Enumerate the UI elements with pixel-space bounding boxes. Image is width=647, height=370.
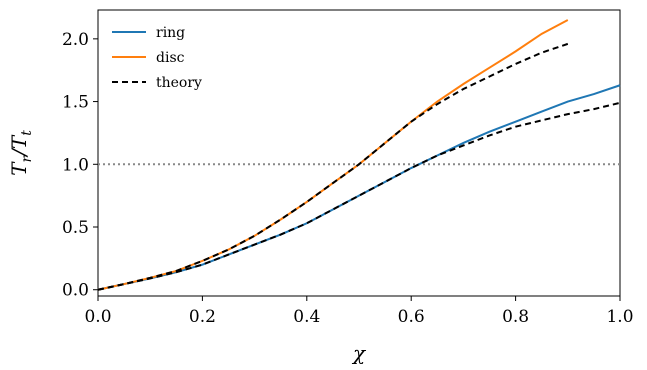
plot-area — [97, 9, 621, 297]
x-tick-label: 0.6 — [398, 307, 425, 327]
series-line-ring — [97, 84, 621, 291]
y-axis-ticks: 0.0 0.5 1.0 1.5 2.0 — [62, 30, 98, 301]
x-tick-label: 0.0 — [84, 307, 111, 327]
y-tick-label: 0.5 — [62, 218, 89, 238]
y-tick-label: 1.5 — [62, 93, 89, 113]
x-axis-label: χ — [351, 341, 367, 365]
y-tick-label: 1.0 — [62, 155, 89, 175]
y-tick-label: 2.0 — [62, 30, 89, 50]
legend-label-disc: disc — [156, 50, 185, 66]
legend: ring disc theory — [112, 25, 202, 91]
x-tick-label: 0.4 — [293, 307, 320, 327]
legend-label-theory: theory — [156, 75, 202, 91]
x-tick-label: 0.2 — [189, 307, 216, 327]
x-tick-label: 1.0 — [606, 307, 633, 327]
y-tick-label: 0.0 — [62, 281, 89, 301]
series-layer — [97, 19, 621, 291]
x-tick-label: 0.8 — [502, 307, 529, 327]
legend-label-ring: ring — [156, 25, 185, 41]
plot-frame — [97, 9, 621, 297]
series-line-theory — [97, 42, 569, 291]
y-axis-label: Tr/Tt — [7, 130, 35, 176]
x-axis-ticks: 0.0 0.2 0.4 0.6 0.8 1.0 — [84, 296, 634, 327]
